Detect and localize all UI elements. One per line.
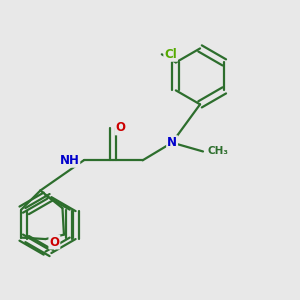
Text: CH₃: CH₃	[207, 146, 228, 157]
Text: O: O	[50, 236, 59, 248]
Text: N: N	[167, 136, 177, 149]
Text: O: O	[116, 122, 126, 134]
Text: Cl: Cl	[164, 48, 177, 61]
Text: NH: NH	[59, 154, 79, 167]
